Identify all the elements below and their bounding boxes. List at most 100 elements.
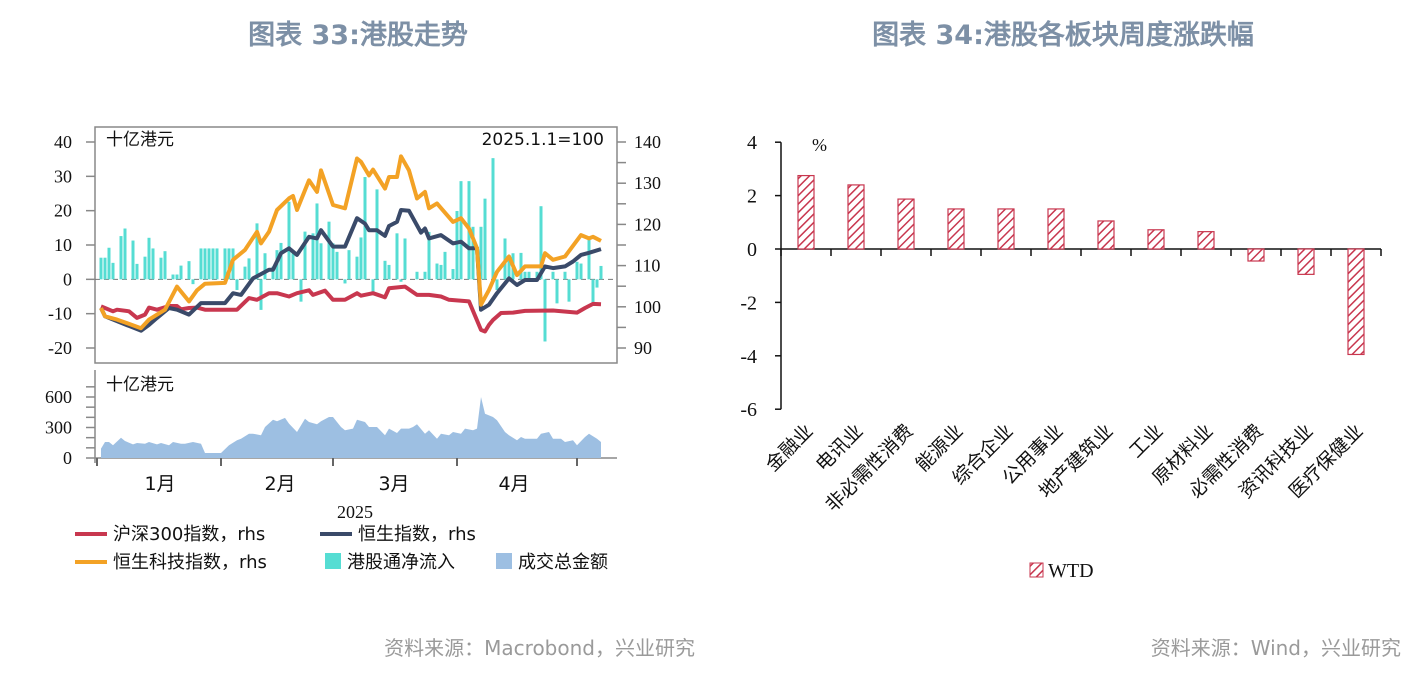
bar-y-tick-label: 2 [747,186,757,208]
net-inflow-bar [495,279,499,290]
net-inflow-bar [595,279,599,288]
net-inflow-bar [355,256,359,280]
bar-unit-label: % [812,135,827,155]
turnover-area [101,397,601,458]
bar-y-tick-label: 4 [747,132,757,154]
sector-bar [1047,208,1065,250]
bottom-y-tick-label: 600 [45,387,72,407]
sector-bar [847,184,865,250]
net-inflow-bar [107,247,111,280]
sector-bar [897,198,915,250]
net-inflow-bar [103,257,107,280]
right-y-tick-label: 120 [634,214,661,234]
hk-stock-trend-panel: -20 -10 0 10 20 30 40 90 100 110 120 130 140 [48,126,661,364]
sector-label: 金融业 [762,420,818,476]
net-inflow-bar [151,248,155,280]
net-inflow-bar [535,271,539,280]
right-y-tick-label: 110 [634,256,660,276]
left-y-tick-label: 0 [63,269,72,289]
net-inflow-bar [131,240,135,280]
left-legend: 沪深300指数，rhs 恒生指数，rhs 恒生科技指数，rhs 港股通净流入 成交总金额 [75,524,608,573]
right-y-tick-label: 140 [634,132,661,152]
net-inflow-bar [327,221,331,280]
net-inflow-bar [435,263,439,280]
net-inflow-bar [455,211,459,280]
sector-bar [1097,220,1115,250]
net-inflow-bar [403,238,407,280]
net-inflow-bar [427,231,431,280]
series-line-1 [99,208,602,333]
right-axis-unit: 2025.1.1=100 [482,130,604,150]
net-inflow-bar [311,233,315,280]
net-inflow-bar [523,271,527,280]
net-inflow-bar [459,181,463,280]
left-axis-unit: 十亿港元 [106,130,174,150]
net-inflow-bar [359,237,363,280]
month-label: 4月 [498,473,529,495]
net-inflow-bar [163,251,167,280]
bar-y-tick-label: -2 [740,292,757,314]
net-inflow-bar [331,243,335,280]
legend-label-wtd: WTD [1048,560,1094,582]
net-inflow-bar [171,274,175,280]
bottom-y-tick-label: 0 [63,448,72,468]
net-inflow-bar [135,263,139,280]
net-inflow-bar [271,266,275,280]
left-source: 资料来源：Macrobond，兴业研究 [384,636,695,660]
net-inflow-bar [259,279,263,310]
legend-label: 恒生指数，rhs [358,524,476,545]
right-y-tick-label: 90 [634,338,652,358]
net-inflow-bar [203,248,207,280]
left-y-tick-label: 10 [54,235,72,255]
net-inflow-bar [451,269,455,280]
left-y-tick-label: 30 [54,166,72,186]
net-inflow-bar [235,279,239,290]
series-line-0 [99,154,602,331]
month-label: 2月 [264,473,295,495]
net-inflow-bar [399,279,403,282]
net-inflow-bar [347,250,351,280]
bottom-y-tick-label: 300 [45,418,72,438]
legend-label: 成交总金额 [518,552,608,573]
net-inflow-bar [395,233,399,280]
net-inflow-bar [343,279,347,284]
net-inflow-bar [375,189,379,280]
net-inflow-bar [287,201,291,280]
net-inflow-bar [479,226,483,280]
sector-bar [1347,248,1365,356]
sector-label: 工业 [1125,420,1167,462]
bar-y-tick-label: -4 [740,346,757,368]
net-inflow-bar [591,279,595,304]
turnover-axis-unit: 十亿港元 [106,375,174,395]
left-y-tick-label: 20 [54,201,72,221]
sector-bar [1247,248,1265,262]
net-inflow-bar [575,261,579,280]
net-inflow-bar [507,260,511,280]
net-inflow-bar [143,256,147,280]
net-inflow-bar [383,260,387,280]
net-inflow-bar [527,271,531,280]
net-inflow-bar [579,263,583,280]
legend-label: 恒生科技指数，rhs [113,552,267,573]
legend-box-swatch [496,553,512,569]
sector-bar [1197,231,1215,250]
month-label: 3月 [378,473,409,495]
net-inflow-bar [443,251,447,280]
net-inflow-bar [99,257,103,280]
sector-bar [1147,229,1165,250]
sector-bar [1297,248,1315,275]
net-inflow-bar [227,248,231,280]
net-inflow-bar [211,248,215,280]
net-inflow-bar [491,158,495,280]
net-inflow-bar [539,206,543,280]
net-inflow-bar [263,253,267,280]
month-labels: 1月 2月 3月 4月 [144,473,529,495]
net-inflow-bar [147,237,151,280]
right-chart-title: 图表 34:港股各板块周度涨跌幅 [872,19,1254,51]
net-inflow-bar [303,231,307,280]
net-inflow-bar [363,177,367,280]
net-inflow-bar [423,271,427,280]
month-label: 1月 [144,473,175,495]
left-chart-title: 图表 33:港股走势 [248,20,468,51]
